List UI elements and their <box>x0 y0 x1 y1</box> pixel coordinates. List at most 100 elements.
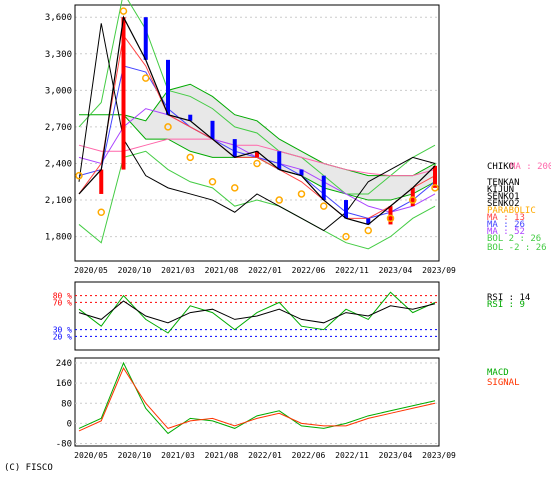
legend-ma-200: MA : 200 <box>510 162 551 172</box>
parabolic-dot <box>119 7 128 15</box>
price-y-axis: 3,600 3,300 3,000 2,700 2,400 2,100 1,800 <box>45 13 72 242</box>
rsi-y-tick-label: 30 % <box>53 326 72 335</box>
parabolic-dot <box>164 123 172 131</box>
price-x-tick-label: 2020/10 <box>118 266 152 275</box>
rsi-panel: 80 %70 % 30 %20 % RSI : 14 RSI : 9 <box>53 281 530 351</box>
parabolic-dot <box>75 171 83 180</box>
price-candle <box>255 151 259 158</box>
parabolic-dot <box>208 178 217 186</box>
rsi-y-tick-label: 20 % <box>53 332 72 341</box>
macd-y-tick-label: 160 <box>56 379 72 389</box>
legend-macd: MACD <box>487 368 509 378</box>
macd-y-tick-label: 240 <box>56 359 72 369</box>
macd-series <box>78 361 436 435</box>
macd-x-tick-label: 2020/05 <box>74 451 108 460</box>
price-panel: 3,600 3,300 3,000 2,700 2,400 2,100 1,800 2020… <box>45 0 551 275</box>
legend-rsi-9: RSI : 9 <box>487 300 525 310</box>
price-y-tick-label: 3,000 <box>45 86 72 96</box>
price-x-tick-label: 2021/03 <box>161 266 195 275</box>
price-x-tick-label: 2022/06 <box>292 266 326 275</box>
price-candle <box>210 120 215 140</box>
price-x-tick-label: 2020/05 <box>74 266 108 275</box>
lagging-span-line <box>78 23 436 232</box>
legend-senko1: SENKO1 <box>487 192 520 202</box>
legend-tenkan: TENKAN <box>487 178 520 188</box>
rsi-legend: RSI : 14 RSI : 9 <box>487 293 530 310</box>
parabolic-dot <box>97 208 105 216</box>
price-x-axis: 2020/05 2020/10 2021/03 2021/08 2022/01 2022/… <box>74 266 456 275</box>
bollinger-upper-line <box>78 0 436 195</box>
macd-y-tick-label: -80 <box>56 439 72 449</box>
macd-x-tick-label: 2022/11 <box>335 451 369 460</box>
price-series <box>75 0 439 250</box>
legend-kijun: KIJUN <box>487 185 514 195</box>
price-candle <box>366 218 371 225</box>
legend-senko2: SENKO2 <box>487 199 520 209</box>
price-y-tick-label: 2,700 <box>45 123 72 133</box>
macd-legend: MACD SIGNAL <box>487 368 520 388</box>
parabolic-dot <box>275 196 283 204</box>
legend-ma-52: MA : 52 <box>487 227 525 237</box>
price-x-tick-label: 2022/11 <box>335 266 369 275</box>
price-legend: CHIKO MA : 200 TENKAN KIJUN SENKO1 SENKO… <box>487 162 551 253</box>
price-y-tick-label: 2,100 <box>45 196 72 206</box>
macd-plot-frame <box>74 357 440 447</box>
price-x-tick-label: 2022/01 <box>248 266 282 275</box>
legend-chiko: CHIKO <box>487 162 514 172</box>
price-y-tick-label: 1,800 <box>45 233 72 243</box>
parabolic-dot <box>253 159 261 168</box>
macd-y-tick-label: 80 <box>61 399 72 409</box>
copyright-text: (C) FISCO <box>4 463 53 473</box>
parabolic-dot <box>409 196 417 204</box>
price-y-tick-label: 2,400 <box>45 159 72 169</box>
price-candle <box>99 169 104 194</box>
parabolic-dot <box>431 184 439 192</box>
parabolic-dot <box>386 214 395 223</box>
macd-x-tick-label: 2022/01 <box>248 451 282 460</box>
price-candle <box>188 114 193 121</box>
price-candle <box>433 165 437 188</box>
rsi-plot-frame <box>74 281 440 351</box>
rsi-y-tick-label: 80 % <box>53 292 72 301</box>
ma-200-line <box>78 138 436 177</box>
macd-x-tick-label: 2021/03 <box>161 451 195 460</box>
legend-parabolic: PARABOLIC <box>487 206 536 216</box>
bollinger-lower-line <box>78 150 436 250</box>
parabolic-dot <box>320 202 328 210</box>
rsi-series <box>78 291 436 334</box>
legend-bol-minus-2: BOL -2 : 26 <box>487 243 547 253</box>
price-y-tick-label: 3,600 <box>45 13 72 23</box>
price-candle <box>299 169 304 176</box>
macd-y-axis: 240 160 80 0 -80 <box>56 359 439 449</box>
rsi-y-axis: 80 %70 % 30 %20 % <box>53 292 439 341</box>
rsi-14-line <box>78 300 436 324</box>
price-candle <box>121 17 126 170</box>
price-candle <box>344 200 348 219</box>
parabolic-dot <box>364 226 372 235</box>
parabolic-dot <box>231 184 239 192</box>
parabolic-dot <box>342 232 350 241</box>
price-y-tick-label: 3,300 <box>45 50 72 60</box>
macd-y-tick-label: 0 <box>67 419 72 429</box>
macd-x-tick-label: 2022/06 <box>292 451 326 460</box>
close-price-line <box>78 15 436 226</box>
price-x-tick-label: 2023/09 <box>422 266 456 275</box>
macd-x-tick-label: 2023/04 <box>379 451 413 460</box>
signal-line <box>78 366 436 432</box>
parabolic-dot <box>186 153 194 162</box>
legend-ma-13: MA : 13 <box>487 213 525 223</box>
legend-signal: SIGNAL <box>487 378 520 388</box>
price-x-tick-label: 2021/08 <box>205 266 239 275</box>
parabolic-dot <box>142 74 150 82</box>
price-plot-frame <box>74 4 440 262</box>
macd-x-tick-label: 2020/10 <box>118 451 152 460</box>
parabolic-dot <box>297 190 306 198</box>
price-candle <box>232 139 237 158</box>
macd-x-axis: 2020/05 2020/10 2021/03 2021/08 2022/01 2022/… <box>74 451 456 460</box>
price-x-tick-label: 2023/04 <box>379 266 413 275</box>
price-candle <box>321 175 326 201</box>
legend-ma-26: MA : 26 <box>487 220 525 230</box>
macd-x-tick-label: 2023/09 <box>422 451 456 460</box>
macd-panel: 240 160 80 0 -80 2020/05 2020/10 2021/03 2021/0… <box>56 357 520 460</box>
